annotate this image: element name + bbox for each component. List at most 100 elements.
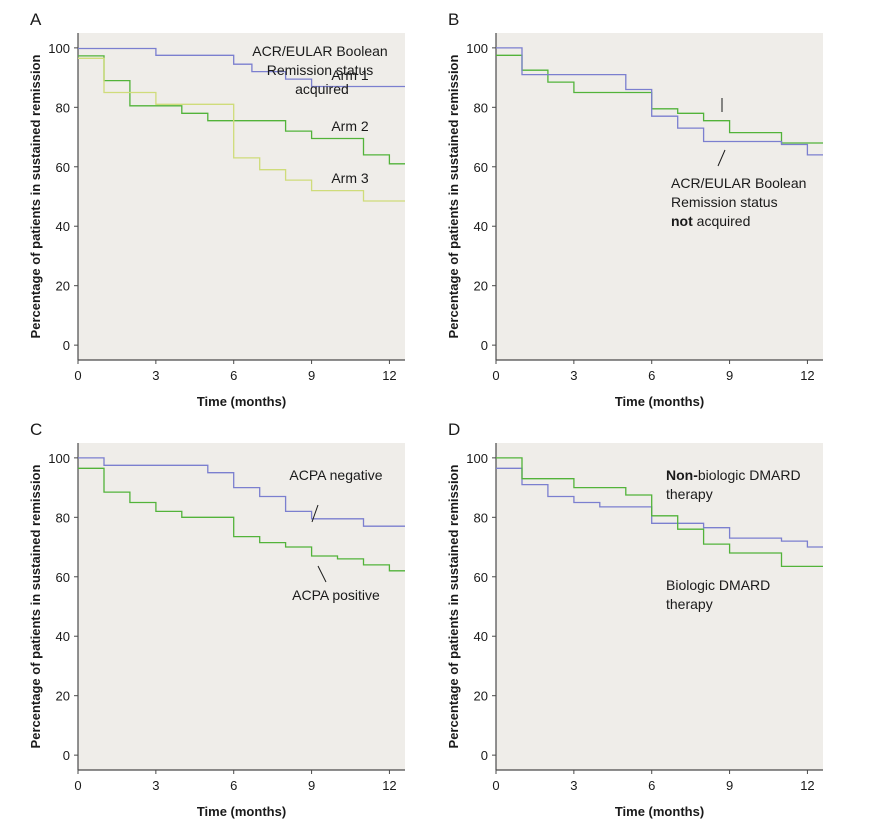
y-tick-label: 100 [466,451,488,466]
plot-area [78,443,405,770]
y-tick-label: 100 [48,451,70,466]
annotation-label: Arm 2 [331,118,369,134]
series-line [78,57,405,202]
annotation-line: Arm 2 [331,118,369,134]
y-tick-label: 40 [56,629,70,644]
y-tick-label: 100 [466,41,488,56]
annotation-line: Biologic DMARD [666,577,770,593]
y-axis-title: Percentage of patients in sustained remi… [28,464,43,748]
annotation-label: ACR/EULAR Boolean Remission status acquir… [252,43,387,97]
x-tick-label: 3 [152,778,159,793]
plot-area [496,443,823,770]
x-tick-label: 9 [308,778,315,793]
panel-letter: A [30,10,42,29]
annotation-bold: Non- [666,467,698,483]
annotation-line: acquired [291,81,349,97]
x-tick-label: 6 [648,778,655,793]
annotation-line: Remission status [267,62,374,78]
x-tick-label: 3 [570,368,577,383]
x-tick-label: 0 [74,778,81,793]
series-line [496,47,823,156]
x-tick-label: 6 [230,368,237,383]
panel-letter: B [448,10,459,29]
annotation-leader [717,149,726,167]
x-axis-title: Time (months) [615,804,704,819]
x-tick-label: 3 [152,368,159,383]
x-axis-title: Time (months) [197,394,286,409]
annotation-leader [317,565,327,583]
panel-a: A 0 20 40 60 80 100 0 3 6 9 12 Time (months) Percenta… [28,10,405,409]
series-line [78,47,405,88]
annotation-label: Biologic DMARD therapy [666,577,770,612]
panel-b: B 0 20 40 60 80 100 0 3 6 9 12 Time (months) Percenta… [252,10,823,409]
y-tick-label: 60 [56,160,70,175]
annotation-label: Arm 1 [331,67,369,83]
y-tick-label: 0 [481,338,488,353]
x-axis-title: Time (months) [197,804,286,819]
y-tick-label: 20 [56,689,70,704]
annotation-line: Non-biologic DMARD [666,467,801,483]
y-tick-label: 0 [481,748,488,763]
y-tick-label: 80 [56,100,70,115]
series-line [78,467,405,572]
x-tick-label: 12 [382,368,396,383]
annotation-line: Arm 1 [331,67,369,83]
series-line [78,55,405,165]
y-tick-label: 100 [48,41,70,56]
x-tick-label: 0 [492,368,499,383]
annotation-line: ACR/EULAR Boolean [671,175,806,191]
y-tick-label: 60 [474,160,488,175]
annotation-line: ACR/EULAR Boolean [252,43,387,59]
annotation-rest: biologic DMARD [698,467,801,483]
y-tick-label: 80 [474,100,488,115]
annotation-label: ACPA positive [292,587,380,603]
y-tick-label: 0 [63,748,70,763]
y-tick-label: 20 [56,279,70,294]
annotation-line: ACPA negative [289,467,382,483]
y-tick-label: 40 [56,219,70,234]
panel-c: C 0 20 40 60 80 100 0 3 6 9 12 Time (months) Percenta… [28,420,405,819]
annotation-leader [311,504,319,523]
annotation-line: therapy [666,486,713,502]
y-axis-title: Percentage of patients in sustained remi… [446,54,461,338]
y-tick-label: 0 [63,338,70,353]
x-tick-label: 6 [230,778,237,793]
plot-area [78,33,405,360]
y-axis-title: Percentage of patients in sustained remi… [28,54,43,338]
y-tick-label: 80 [56,510,70,525]
y-tick-label: 60 [474,570,488,585]
x-tick-label: 6 [648,368,655,383]
annotation-line: Remission status [671,194,778,210]
y-tick-label: 80 [474,510,488,525]
annotation-label: ACPA negative [289,467,382,483]
y-tick-label: 20 [474,689,488,704]
series-line [78,457,405,527]
annotation-bold: not [671,213,693,229]
annotation-line: therapy [666,596,713,612]
annotation-label: Arm 3 [331,170,369,186]
x-tick-label: 9 [308,368,315,383]
x-tick-label: 12 [800,778,814,793]
series-line [496,457,823,568]
x-tick-label: 9 [726,778,733,793]
annotation-line: Arm 3 [331,170,369,186]
annotation-line: not acquired [671,213,750,229]
x-tick-label: 0 [74,368,81,383]
panel-d: D 0 20 40 60 80 100 0 3 6 9 12 Time (months) Percenta… [446,420,823,819]
y-tick-label: 60 [56,570,70,585]
y-tick-label: 40 [474,219,488,234]
y-tick-label: 20 [474,279,488,294]
y-tick-label: 40 [474,629,488,644]
annotation-label: Non-biologic DMARD therapy [666,467,801,502]
x-tick-label: 12 [382,778,396,793]
x-tick-label: 3 [570,778,577,793]
x-axis-title: Time (months) [615,394,704,409]
annotation-rest: acquired [693,213,751,229]
y-axis-title: Percentage of patients in sustained remi… [446,464,461,748]
x-tick-label: 0 [492,778,499,793]
x-tick-label: 9 [726,368,733,383]
annotation-line: ACPA positive [292,587,380,603]
plot-area [496,33,823,360]
